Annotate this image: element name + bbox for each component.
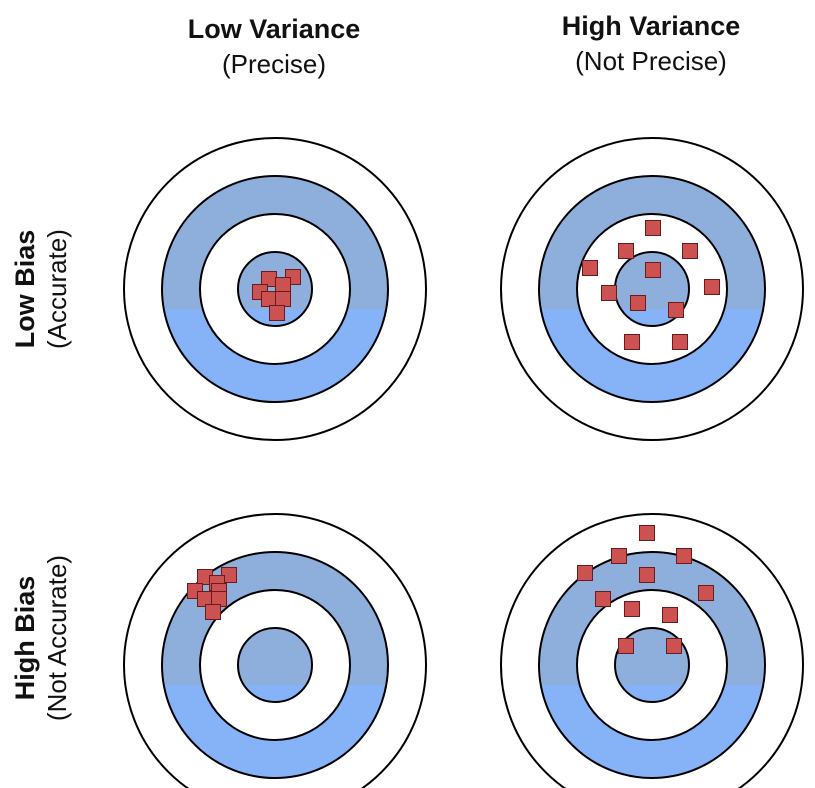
bullseye-edge [237,251,313,327]
column-header-high-variance: High Variance (Not Precise) [501,10,801,77]
column-subtitle: (Precise) [221,49,326,79]
shot-marker [682,243,698,259]
target-low-bias-high-variance [500,137,804,441]
shot-marker [601,285,617,301]
shot-marker [618,243,634,259]
target-low-bias-low-variance [123,137,427,441]
shot-marker [666,638,682,654]
shot-marker [611,548,627,564]
shot-marker [595,591,611,607]
shot-marker [645,220,661,236]
shot-marker [624,601,640,617]
shot-marker [577,565,593,581]
shot-marker [582,260,598,276]
column-subtitle: (Not Precise) [575,46,727,76]
target-high-bias-high-variance [500,513,804,788]
shot-marker [668,302,684,318]
shot-marker [618,638,634,654]
shot-marker [672,334,688,350]
column-header-low-variance: Low Variance (Precise) [124,13,424,80]
shot-marker [630,295,646,311]
shot-marker [205,604,221,620]
shot-marker [704,279,720,295]
column-title: Low Variance [187,14,361,44]
shot-marker [676,548,692,564]
band-outer-edge [161,175,389,403]
band-outer-edge [538,175,766,403]
column-title: High Variance [561,11,741,41]
shot-marker [645,262,661,278]
shot-marker [639,525,655,541]
shot-marker [624,334,640,350]
shot-marker [639,567,655,583]
shot-marker [269,305,285,321]
shot-marker [698,585,714,601]
shot-marker [662,607,678,623]
